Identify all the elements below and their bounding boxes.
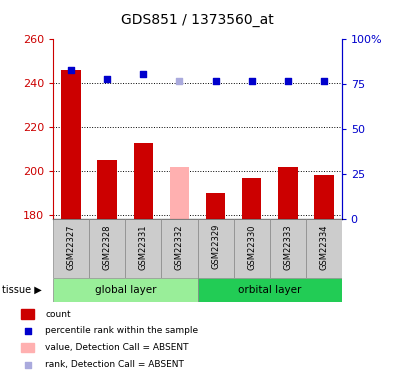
Text: count: count (45, 310, 71, 319)
Bar (169, 167, 189, 219)
Bar (21, 309, 34, 319)
Bar (89, 219, 126, 278)
Text: GSM22328: GSM22328 (103, 224, 112, 270)
Bar (206, 193, 226, 219)
Text: GSM22330: GSM22330 (247, 224, 256, 270)
Text: GSM22332: GSM22332 (175, 224, 184, 270)
Bar (242, 178, 261, 219)
Bar (198, 219, 233, 278)
Text: GSM22331: GSM22331 (139, 224, 148, 270)
Bar (53, 219, 89, 278)
Bar (278, 167, 297, 219)
Bar (270, 219, 306, 278)
Bar (314, 176, 333, 219)
Text: tissue ▶: tissue ▶ (2, 285, 42, 295)
Text: GDS851 / 1373560_at: GDS851 / 1373560_at (121, 13, 274, 27)
Point (24, 362, 31, 368)
Point (248, 78, 255, 84)
Bar (62, 70, 81, 219)
Bar (233, 219, 270, 278)
Text: GSM22327: GSM22327 (67, 224, 76, 270)
Bar (162, 219, 198, 278)
Text: GSM22333: GSM22333 (283, 224, 292, 270)
Bar (134, 142, 153, 219)
Point (24, 328, 31, 334)
Bar (21, 343, 34, 352)
Text: percentile rank within the sample: percentile rank within the sample (45, 326, 199, 335)
Point (104, 76, 111, 82)
Bar (98, 160, 117, 219)
Point (140, 72, 147, 78)
Point (68, 67, 75, 73)
Point (176, 78, 182, 84)
Bar (53, 278, 198, 302)
Bar (126, 219, 162, 278)
Text: orbital layer: orbital layer (238, 285, 301, 295)
Point (284, 78, 291, 84)
Text: GSM22329: GSM22329 (211, 224, 220, 269)
Text: GSM22334: GSM22334 (319, 224, 328, 270)
Bar (198, 278, 342, 302)
Text: global layer: global layer (95, 285, 156, 295)
Point (320, 78, 327, 84)
Point (213, 78, 219, 84)
Bar (306, 219, 342, 278)
Text: value, Detection Call = ABSENT: value, Detection Call = ABSENT (45, 344, 189, 352)
Text: rank, Detection Call = ABSENT: rank, Detection Call = ABSENT (45, 360, 184, 369)
